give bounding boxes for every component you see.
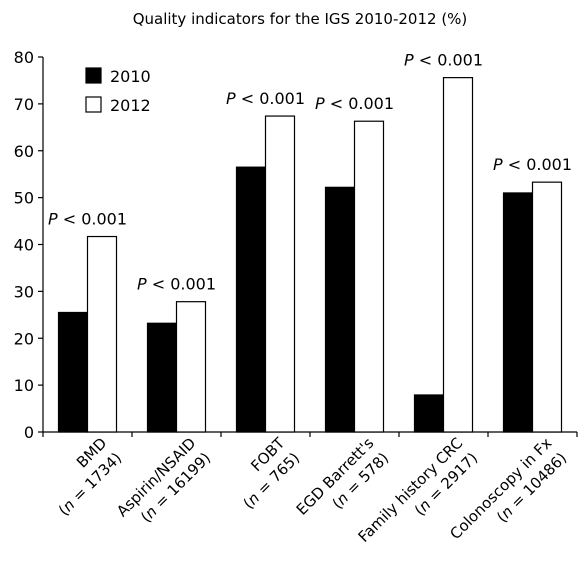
bars (57, 77, 563, 433)
category-labels: BMD(n = 1734)Aspirin/NSAID(n = 16199) FOB… (55, 434, 570, 546)
bar-2012-5 (442, 77, 474, 433)
y-tick-label: 30 (14, 282, 34, 301)
bar-2012-2 (175, 301, 207, 433)
annotations: P < 0.001 P < 0.001 P < 0.001 P < 0.001 P < … (48, 51, 572, 294)
p-value-annotation: P < 0.001 (226, 89, 305, 108)
y-tick-label: 40 (14, 236, 34, 255)
legend-swatch-2010 (85, 67, 102, 84)
y-tick-label: 20 (14, 329, 34, 348)
bar-2010-6 (502, 192, 534, 433)
legend: 2010 2012 (85, 67, 151, 115)
bar-2010-5 (413, 394, 445, 433)
y-tick-label: 0 (24, 423, 34, 442)
category-label-group: FOBT(n = 765) (240, 434, 304, 513)
legend-label: 2010 (110, 67, 151, 86)
bar-2012-4 (353, 120, 385, 433)
legend-swatch-2012 (85, 96, 102, 113)
p-value-annotation: P < 0.001 (48, 210, 127, 229)
y-tick-label: 50 (14, 189, 34, 208)
category-label-group: Aspirin/NSAID(n = 16199) (113, 434, 214, 526)
y-tick-label: 70 (14, 95, 34, 114)
bar-2010-2 (146, 322, 178, 433)
bar-2012-1 (86, 235, 118, 433)
p-value-annotation: P < 0.001 (315, 94, 394, 113)
category-label-group: Family history CRC(n = 2917) (355, 434, 482, 546)
legend-label: 2012 (110, 96, 151, 115)
bar-2010-3 (235, 166, 267, 433)
p-value-annotation: P < 0.001 (137, 275, 216, 294)
bar-2010-4 (324, 186, 356, 433)
y-tick-label: 10 (14, 376, 34, 395)
p-value-annotation: P < 0.001 (404, 51, 483, 70)
y-tick-label: 60 (14, 142, 34, 161)
axes: 0 10 20 30 40 50 60 70 80 (14, 48, 578, 442)
chart-title: Quality indicators for the IGS 2010-2012… (133, 10, 468, 28)
bar-2010-1 (57, 311, 89, 433)
p-value-annotation: P < 0.001 (493, 155, 572, 174)
y-tick-label: 80 (14, 48, 34, 67)
bar-2012-6 (531, 181, 563, 433)
bar-2012-3 (264, 115, 296, 433)
category-label-group: BMD(n = 1734) (55, 434, 125, 519)
